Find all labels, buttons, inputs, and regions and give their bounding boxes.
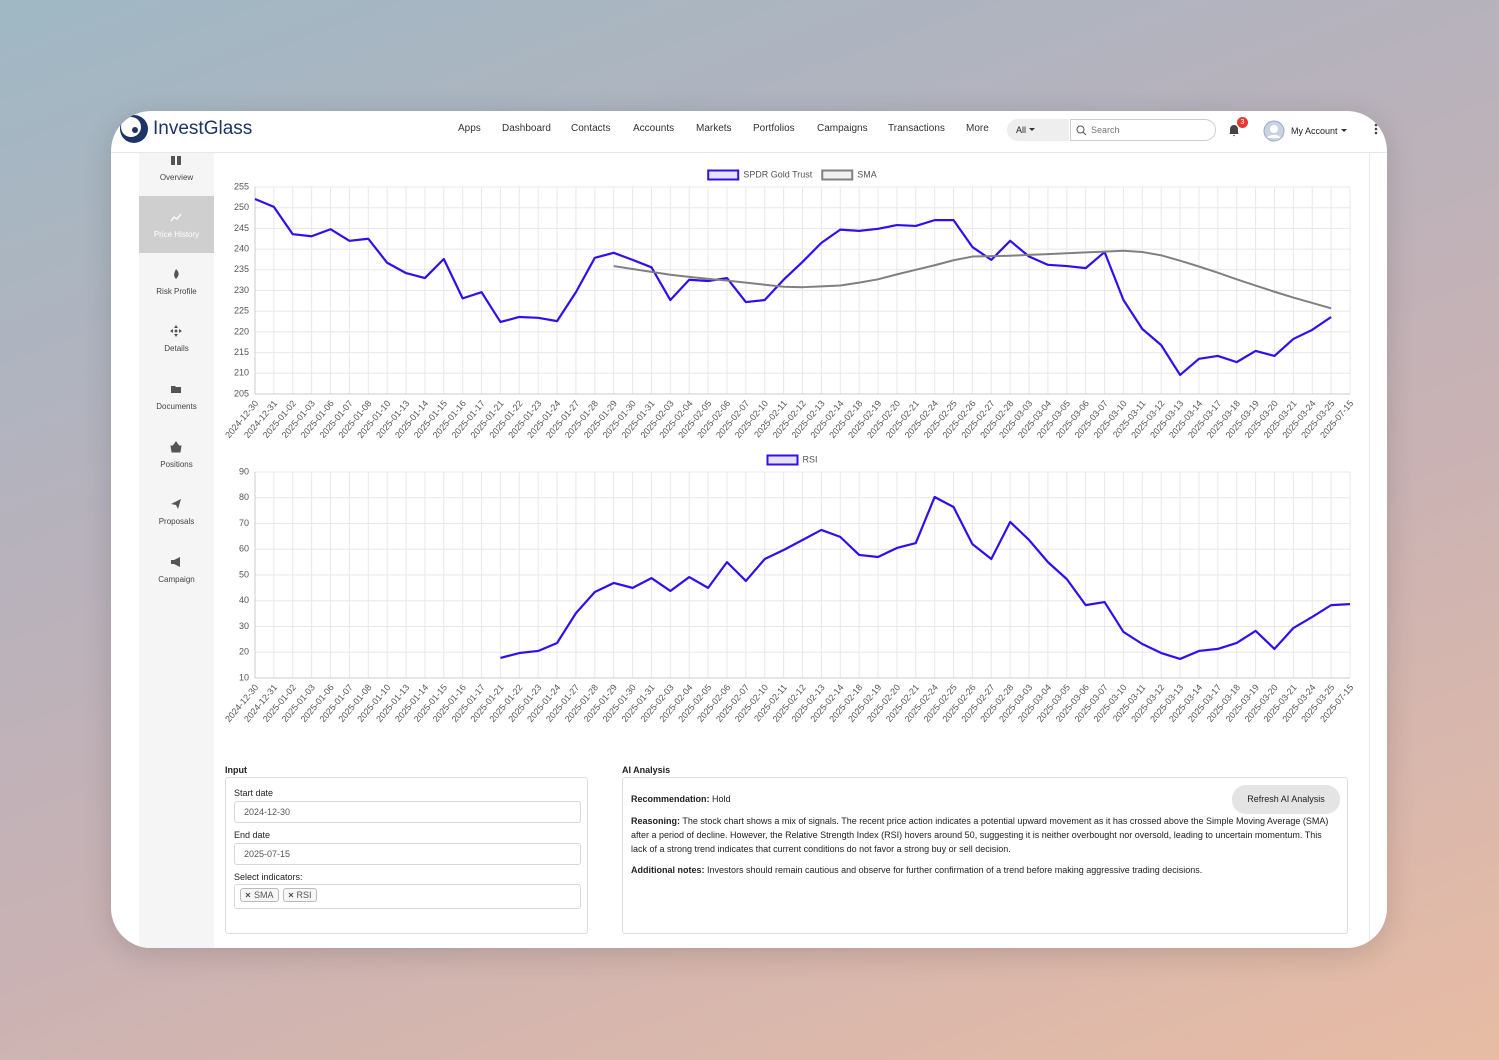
sidebar-label: Campaign — [158, 575, 195, 584]
nav-item[interactable]: Markets — [696, 123, 732, 134]
section-title: AI Analysis — [622, 765, 671, 775]
value: The stock chart shows a mix of signals. … — [631, 816, 1329, 854]
sidebar: Overview Price History Risk Profile Deta… — [139, 153, 214, 948]
search-icon — [1076, 125, 1087, 136]
filter-value: All — [1016, 125, 1027, 135]
sidebar-item[interactable]: Price History — [139, 196, 214, 253]
caret — [1340, 129, 1347, 135]
value: Hold — [712, 794, 731, 804]
sidebar-label: Details — [164, 344, 189, 353]
app-window: InvestGlass Apps Dashboard Contacts Acco… — [111, 111, 1387, 948]
input-panel: Start date 2024-12-30 End date 2025-07-1… — [225, 777, 588, 934]
tag-label: RSI — [296, 890, 312, 900]
sidebar-label: Documents — [156, 402, 197, 411]
tag-label: SMA — [254, 890, 274, 900]
icon — [171, 156, 181, 165]
ai-panel: Recommendation: Hold Refresh AI Analysis… — [622, 777, 1348, 934]
sidebar-item[interactable]: Documents — [139, 368, 214, 425]
field-label: Start date — [234, 788, 274, 798]
label: Additional notes: — [631, 865, 705, 875]
remove-icon[interactable] — [245, 892, 251, 898]
sidebar-label: Risk Profile — [156, 287, 197, 296]
sidebar-item[interactable]: Campaign — [139, 541, 214, 598]
label: Recommendation: — [631, 794, 710, 804]
notification-badge: 3 — [1237, 117, 1248, 128]
field-label: Select indicators: — [234, 872, 303, 882]
icon — [174, 269, 179, 279]
nav-item[interactable]: Campaigns — [817, 123, 868, 134]
indicator-tag[interactable]: RSI — [282, 888, 317, 902]
nav-item[interactable]: Transactions — [888, 123, 945, 134]
logo-text: InvestGlass — [153, 118, 253, 139]
icon — [170, 325, 182, 337]
sidebar-item[interactable]: Details — [139, 310, 214, 367]
indicator-tag[interactable]: SMA — [240, 888, 279, 902]
sidebar-item[interactable]: Positions — [139, 426, 214, 483]
section-title: Input — [225, 765, 247, 775]
end-date-input[interactable]: 2025-07-15 — [234, 843, 581, 865]
indicator-select[interactable]: SMA RSI — [234, 884, 581, 909]
icon — [170, 441, 182, 453]
icon — [171, 386, 181, 393]
nav-item[interactable]: Contacts — [571, 123, 611, 134]
sidebar-label: Price History — [153, 230, 200, 239]
sidebar-label: Overview — [159, 173, 194, 182]
avatar[interactable] — [1263, 120, 1285, 142]
nav-item[interactable]: Portfolios — [753, 123, 795, 134]
refresh-button[interactable]: Refresh AI Analysis — [1232, 785, 1340, 814]
sidebar-item[interactable]: Risk Profile — [139, 253, 214, 310]
logo-icon — [120, 115, 148, 143]
notes: Additional notes: Investors should remai… — [631, 863, 1331, 877]
field-label: End date — [234, 830, 271, 840]
sidebar-label: Proposals — [158, 517, 195, 526]
header: InvestGlass Apps Dashboard Contacts Acco… — [111, 111, 1387, 153]
nav-item[interactable]: Accounts — [633, 123, 675, 134]
reasoning: Reasoning: The stock chart shows a mix o… — [631, 814, 1331, 856]
value: Investors should remain cautious and obs… — [707, 865, 1203, 875]
bell-icon[interactable] — [1227, 123, 1241, 137]
search-input[interactable]: Search — [1070, 119, 1216, 141]
icon — [171, 499, 181, 509]
search-placeholder: Search — [1091, 125, 1120, 135]
kebab-menu[interactable] — [1373, 123, 1379, 137]
content-border — [1369, 153, 1370, 948]
nav-item[interactable]: Dashboard — [502, 123, 551, 134]
account-menu[interactable]: My Account — [1291, 126, 1347, 136]
nav-item[interactable]: More — [966, 123, 989, 134]
label: Reasoning: — [631, 816, 681, 826]
sidebar-label: Positions — [160, 460, 193, 469]
sidebar-item[interactable]: Proposals — [139, 483, 214, 540]
nav-item[interactable]: Apps — [458, 123, 481, 134]
remove-icon[interactable] — [288, 892, 294, 898]
filter-dropdown[interactable]: All — [1007, 119, 1069, 141]
recommendation: Recommendation: Hold — [631, 792, 731, 806]
icon — [170, 213, 182, 222]
account-label: My Account — [1291, 126, 1338, 136]
caret — [1029, 128, 1036, 134]
start-date-input[interactable]: 2024-12-30 — [234, 801, 581, 823]
icon — [171, 557, 180, 567]
sidebar-item[interactable]: Overview — [139, 139, 214, 196]
